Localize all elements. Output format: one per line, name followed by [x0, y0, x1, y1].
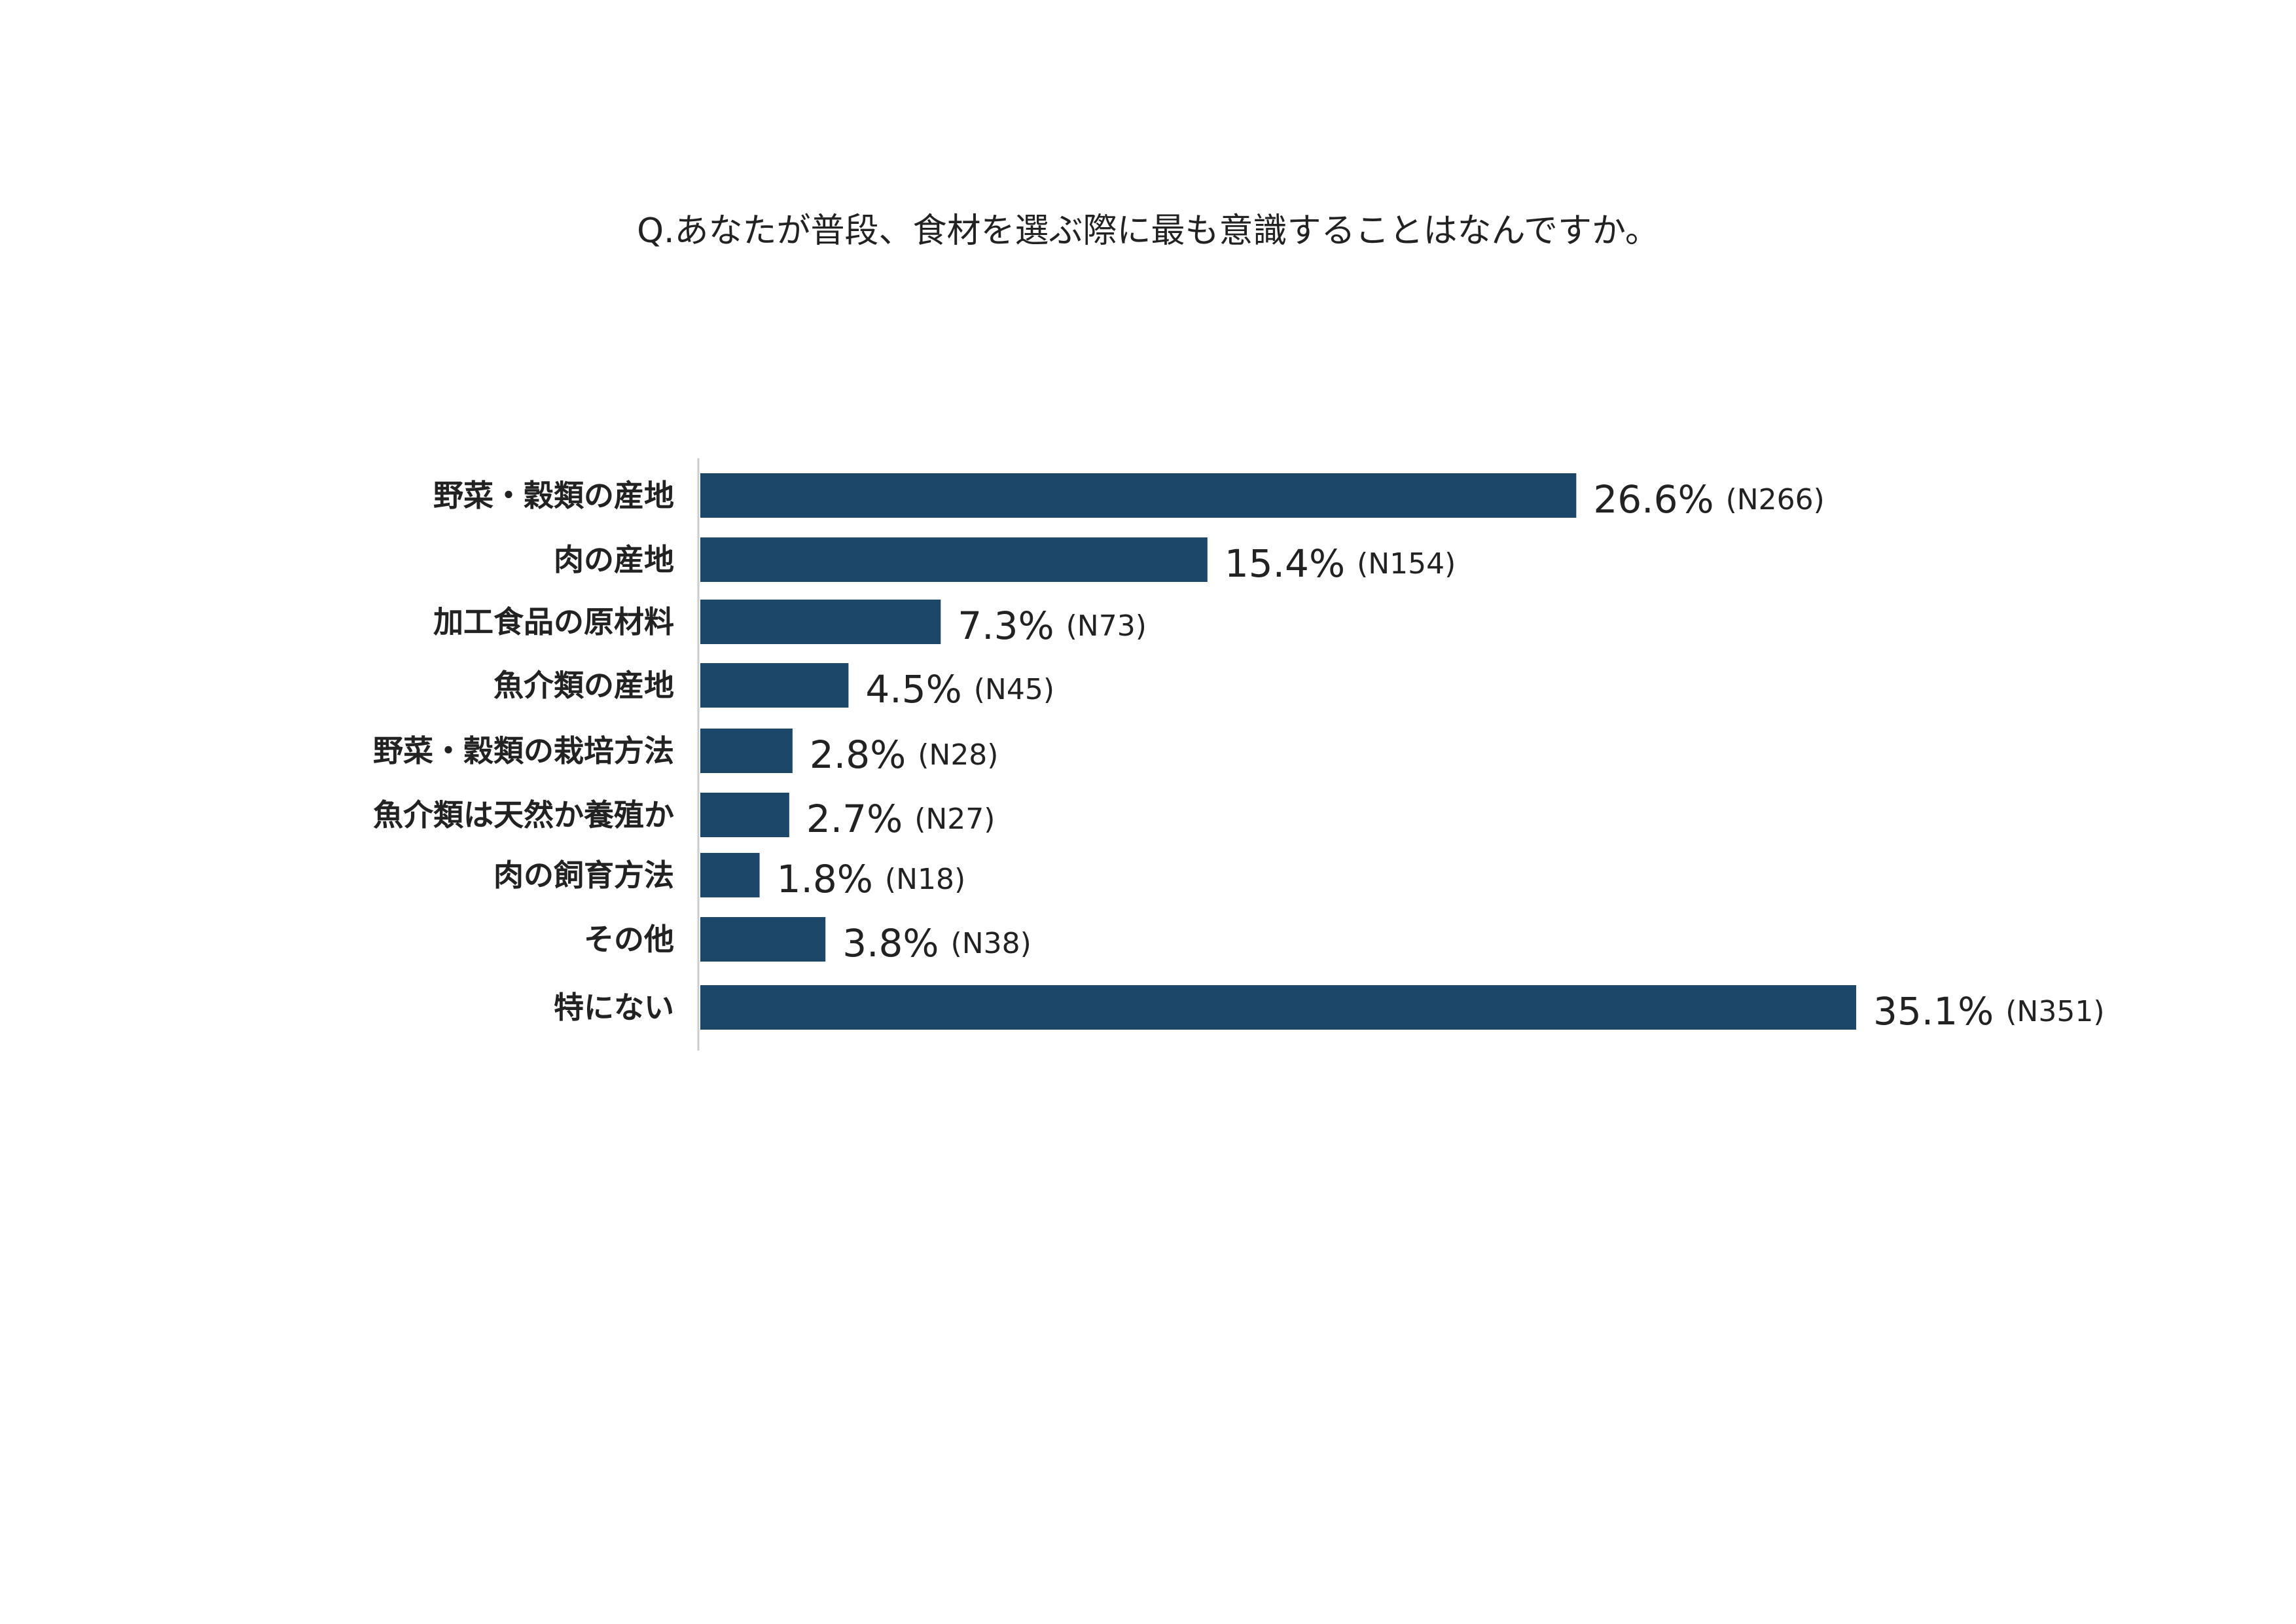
category-label-1: 野菜・穀類の産地	[433, 478, 674, 513]
value-label-5: 2.8% (N28)	[810, 732, 999, 777]
value-count-1: (N266)	[1726, 483, 1825, 516]
bar-8	[700, 917, 826, 962]
value-label-2: 15.4% (N154)	[1225, 541, 1456, 586]
value-count-8: (N38)	[951, 927, 1031, 960]
bar-5	[700, 729, 793, 773]
value-percent-8: 3.8%	[842, 921, 939, 965]
bar-6	[700, 793, 789, 837]
value-percent-2: 15.4%	[1225, 541, 1345, 586]
value-count-5: (N28)	[918, 738, 998, 772]
value-percent-6: 2.7%	[806, 797, 903, 841]
value-count-7: (N18)	[885, 863, 965, 896]
value-label-6: 2.7% (N27)	[806, 797, 996, 841]
value-count-6: (N27)	[914, 803, 995, 836]
value-percent-4: 4.5%	[865, 667, 961, 712]
bars-group	[700, 473, 1856, 1030]
bar-1	[700, 473, 1577, 518]
value-percent-7: 1.8%	[777, 857, 873, 901]
bar-3	[700, 600, 941, 644]
value-label-3: 7.3% (N73)	[958, 604, 1147, 648]
value-labels-group: 26.6% (N266) 15.4% (N154) 7.3% (N73) 4.5% (N45)…	[777, 477, 2105, 1034]
bar-9	[700, 985, 1856, 1030]
value-label-1: 26.6% (N266)	[1593, 477, 1825, 522]
value-label-8: 3.8% (N38)	[842, 921, 1031, 965]
category-label-3: 加工食品の原材料	[433, 604, 674, 640]
value-label-7: 1.8% (N18)	[777, 857, 966, 901]
category-label-7: 肉の飼育方法	[493, 857, 674, 893]
bar-7	[700, 853, 760, 897]
category-labels-group: 野菜・穀類の産地肉の産地加工食品の原材料魚介類の産地野菜・穀類の栽培方法魚介類は…	[373, 478, 674, 1025]
chart-title: Q.あなたが普段、食材を選ぶ際に最も意識することはなんですか。	[637, 211, 1659, 251]
value-label-9: 35.1% (N351)	[1873, 989, 2105, 1034]
value-count-4: (N45)	[974, 673, 1054, 706]
value-count-2: (N154)	[1357, 547, 1456, 581]
category-label-8: その他	[584, 922, 674, 957]
value-count-9: (N351)	[2005, 995, 2104, 1028]
value-label-4: 4.5% (N45)	[865, 667, 1054, 712]
value-percent-5: 2.8%	[810, 732, 906, 777]
value-percent-1: 26.6%	[1593, 477, 1713, 522]
value-count-3: (N73)	[1066, 609, 1147, 643]
value-percent-3: 7.3%	[958, 604, 1054, 648]
category-label-4: 魚介類の産地	[493, 668, 674, 703]
value-percent-9: 35.1%	[1873, 989, 1994, 1034]
bar-4	[700, 663, 849, 708]
category-label-6: 魚介類は天然か養殖か	[373, 797, 674, 833]
category-label-5: 野菜・穀類の栽培方法	[373, 733, 674, 768]
category-label-9: 特にない	[554, 990, 674, 1025]
bar-2	[700, 537, 1208, 582]
category-label-2: 肉の産地	[554, 542, 674, 577]
